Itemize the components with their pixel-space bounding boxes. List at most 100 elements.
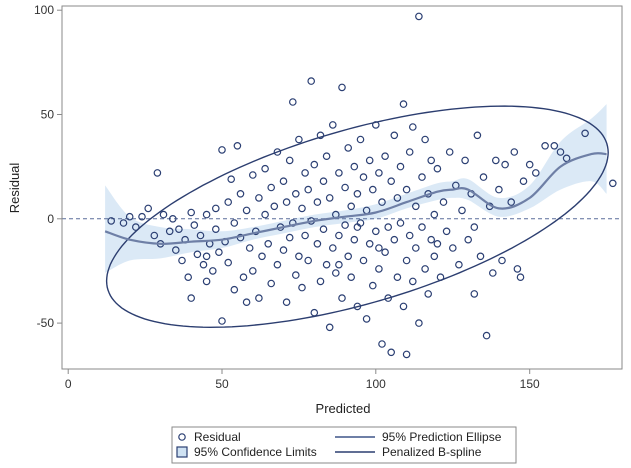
- residual-point: [350, 235, 359, 244]
- residual-point: [230, 285, 239, 294]
- residual-point: [301, 231, 309, 240]
- residual-point: [335, 231, 343, 240]
- residual-point: [581, 129, 589, 138]
- residual-point: [218, 146, 226, 154]
- residual-point: [224, 258, 233, 267]
- residual-point: [362, 315, 371, 323]
- residual-point: [393, 194, 402, 202]
- residual-point: [491, 156, 500, 165]
- residual-point: [150, 231, 159, 240]
- x-axis: 0 50 100 150: [65, 369, 540, 391]
- residual-point: [402, 256, 411, 265]
- residual-point: [399, 302, 408, 311]
- residual-point: [458, 206, 466, 215]
- residual-point: [430, 210, 439, 219]
- legend-residual-label: Residual: [194, 430, 241, 444]
- residual-point: [427, 156, 436, 165]
- residual-point: [313, 198, 322, 206]
- residual-point: [264, 240, 273, 248]
- residual-point: [359, 173, 368, 181]
- residual-point: [381, 152, 389, 161]
- residual-point: [430, 252, 439, 261]
- residual-point: [510, 148, 519, 156]
- residual-point: [193, 250, 202, 259]
- residual-point: [261, 164, 269, 173]
- residual-point: [184, 273, 193, 282]
- residual-point: [338, 294, 346, 302]
- residual-point: [368, 185, 377, 194]
- residual-point: [267, 183, 276, 192]
- residual-point: [473, 131, 482, 140]
- residual-point: [255, 294, 263, 302]
- residual-point: [550, 142, 559, 150]
- residual-point: [316, 131, 325, 140]
- residual-point: [433, 164, 442, 173]
- residual-point: [304, 256, 313, 265]
- legend-band-swatch: [176, 446, 188, 458]
- residual-point: [298, 283, 306, 292]
- residual-point: [375, 169, 383, 177]
- y-axis-title: Residual: [7, 163, 22, 214]
- residual-point: [291, 271, 300, 279]
- residual-point: [556, 148, 565, 156]
- residual-point: [338, 83, 346, 92]
- prediction-ellipse: [105, 105, 609, 329]
- residual-point: [282, 198, 291, 206]
- residual-point: [236, 190, 245, 198]
- residual-point: [279, 177, 288, 186]
- residual-point: [507, 198, 516, 206]
- x-tick-label: 50: [215, 377, 229, 391]
- residual-point: [368, 281, 377, 290]
- residual-point: [519, 177, 528, 186]
- residual-point: [298, 204, 306, 213]
- residual-point: [273, 148, 282, 156]
- residual-point: [464, 235, 473, 244]
- residual-point: [375, 244, 383, 252]
- confidence-band: [105, 104, 607, 273]
- residual-point: [371, 227, 380, 236]
- residual-point: [405, 148, 414, 156]
- residual-point: [448, 244, 457, 252]
- y-axis: -50 0 50 100: [34, 3, 62, 330]
- residual-point: [393, 273, 402, 282]
- residual-point: [455, 260, 463, 269]
- residual-point: [433, 240, 442, 248]
- residual-point: [353, 223, 362, 231]
- residual-point: [405, 231, 414, 240]
- residual-point: [353, 190, 362, 198]
- residual-point: [230, 219, 239, 227]
- residual-point: [310, 160, 319, 169]
- residual-point: [307, 77, 316, 85]
- residual-point: [196, 231, 205, 240]
- residual-point: [411, 244, 420, 252]
- residual-point: [178, 256, 186, 265]
- residual-point: [516, 273, 525, 282]
- residual-point: [399, 100, 408, 108]
- residual-point: [322, 152, 331, 161]
- y-tick-label: 50: [41, 108, 55, 122]
- residual-point: [107, 217, 116, 225]
- residual-point: [562, 154, 571, 163]
- residual-point: [415, 12, 423, 21]
- residual-point: [408, 277, 417, 286]
- residual-point: [261, 210, 269, 219]
- residual-point: [341, 221, 349, 229]
- confidence-band-layer: [105, 104, 607, 273]
- residual-point: [242, 206, 251, 215]
- residual-point: [396, 219, 405, 227]
- residual-point: [319, 177, 328, 186]
- residual-point: [408, 123, 417, 131]
- residual-point: [295, 135, 303, 144]
- residual-point: [125, 212, 134, 221]
- residual-point: [144, 204, 153, 213]
- residual-point: [313, 240, 322, 248]
- residual-point: [488, 269, 497, 277]
- residual-point: [285, 156, 294, 165]
- residual-point: [187, 208, 196, 217]
- residual-point: [381, 248, 389, 257]
- residual-point: [445, 148, 454, 156]
- legend: Residual 95% Confidence Limits 95% Predi…: [171, 426, 517, 464]
- residual-point: [384, 294, 393, 302]
- residual-point: [390, 131, 399, 140]
